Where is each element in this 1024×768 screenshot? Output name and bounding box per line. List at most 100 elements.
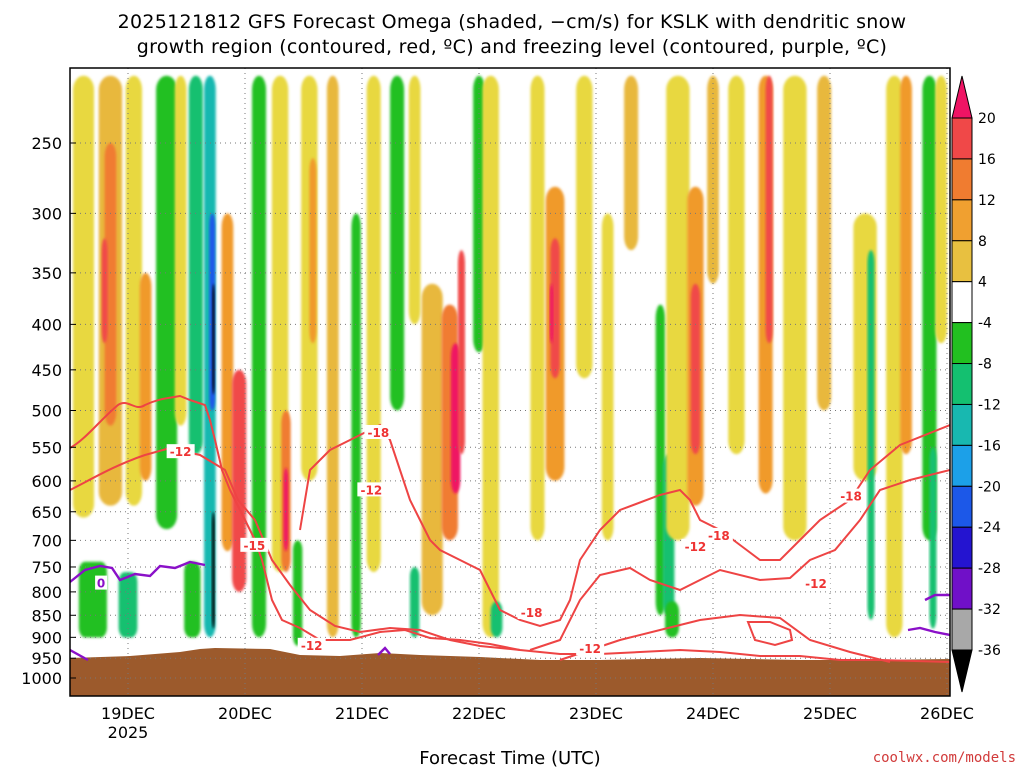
- credit-text: coolwx.com/models: [873, 750, 1016, 766]
- contour-label: -12: [685, 540, 707, 554]
- y-tick-label: 450: [31, 361, 62, 380]
- omega-streak: [886, 75, 903, 638]
- x-tick-label: 26DEC: [920, 704, 974, 723]
- y-tick-label: 350: [31, 264, 62, 283]
- y-tick-label: 500: [31, 402, 62, 421]
- colorbar-tick-label: 4: [978, 275, 987, 291]
- omega-streak: [78, 561, 107, 638]
- contour-label: -18: [521, 606, 543, 620]
- y-tick-label: 300: [31, 204, 62, 223]
- x-tick-label: 23DEC: [569, 704, 623, 723]
- colorbar-band: [951, 567, 973, 610]
- colorbar-bottom-arrow: [951, 649, 973, 693]
- contour-label-bg: [801, 576, 830, 591]
- colorbar-tick-label: -36: [978, 643, 1001, 659]
- colorbar-band: [951, 158, 973, 201]
- contour-label: -12: [579, 642, 601, 656]
- contour-label-bg: [837, 488, 866, 503]
- y-tick-label: 250: [31, 134, 62, 153]
- omega-streak: [665, 601, 680, 638]
- omega-streak: [139, 272, 152, 481]
- contour-label: -12: [301, 639, 323, 653]
- colorbar-band: [951, 363, 973, 405]
- colorbar-tick-label: -16: [978, 438, 1001, 454]
- contour-label-bg: [357, 482, 386, 497]
- x-tick-label: 24DEC: [686, 704, 740, 723]
- omega-streak: [184, 561, 201, 638]
- omega-streak: [232, 369, 247, 592]
- contour-label-bg: [297, 637, 326, 652]
- colorbar-tick-label: -20: [978, 479, 1001, 495]
- y-tick-label: 650: [31, 503, 62, 522]
- contour-label-bg: [95, 575, 108, 590]
- freezing-level-bottom-left: [70, 648, 89, 662]
- contour-label: 0: [97, 577, 105, 591]
- omega-streak: [707, 75, 719, 284]
- colorbar-tick-label: 16: [978, 152, 996, 168]
- freezing-level-upper-right: [924, 593, 950, 602]
- y-tick-label: 800: [31, 583, 62, 602]
- contour-labels: -12-12-18-15-12-18-12-12-18-12-180: [95, 424, 866, 656]
- contour-label-bg: [681, 538, 710, 553]
- omega-streak: [666, 75, 690, 541]
- omega-streak: [473, 75, 485, 353]
- colorbar-tick-label: 8: [978, 234, 987, 250]
- omega-streak: [624, 75, 639, 251]
- omega-streak: [73, 75, 95, 518]
- contour-label: -12: [361, 483, 383, 497]
- x-axis-title: Forecast Time (UTC): [419, 748, 600, 768]
- omega-streak: [929, 447, 937, 629]
- omega-streak: [351, 213, 361, 638]
- y-tick-label: 950: [31, 649, 62, 668]
- contour-minus18-right: [529, 469, 950, 651]
- contour-label: -18: [708, 529, 730, 543]
- x-tick-label: 21DEC: [335, 704, 389, 723]
- contour-label: -15: [244, 539, 266, 553]
- contour-label: -18: [840, 490, 862, 504]
- omega-streak: [421, 283, 443, 616]
- omega-streak: [101, 238, 108, 344]
- grid-lines: [70, 68, 950, 696]
- colorbar-tick-label: -12: [978, 397, 1001, 413]
- omega-streak: [408, 75, 421, 325]
- freezing-level-mid: [377, 646, 391, 656]
- colorbar-tick-label: 20: [978, 111, 996, 127]
- omega-streak: [309, 158, 317, 344]
- x-axis: 19DEC 20DEC 21DEC 22DEC 23DEC 24DEC 25DEC 26DEC: [101, 704, 974, 723]
- colorbar-tick-label: -28: [978, 561, 1001, 577]
- colorbar-band: [951, 444, 973, 487]
- contour-minus12-small-loop: [746, 621, 794, 647]
- x-tick-label: 20DEC: [218, 704, 272, 723]
- contour-label-bg: [576, 641, 605, 656]
- omega-streak: [765, 75, 773, 344]
- omega-streak: [174, 75, 187, 426]
- freezing-level-contours: [70, 560, 950, 662]
- contour-label-bg: [364, 424, 393, 439]
- omega-streak: [457, 250, 465, 455]
- omega-streak: [690, 283, 701, 455]
- y-tick-label: 850: [31, 606, 62, 625]
- omega-streak: [156, 75, 178, 530]
- omega-streak: [867, 250, 875, 620]
- omega-streak: [817, 75, 832, 411]
- omega-streak: [601, 213, 614, 541]
- omega-streak: [783, 75, 807, 541]
- x-tick-label: 25DEC: [803, 704, 857, 723]
- omega-streak: [188, 75, 203, 455]
- omega-shading: [73, 75, 947, 646]
- colorbar-tick-label: -4: [978, 316, 992, 332]
- omega-streak: [576, 75, 593, 379]
- plot-frame: [69, 67, 951, 697]
- omega-streak: [366, 75, 381, 573]
- contour-label-bg: [166, 444, 195, 459]
- contour-label: -12: [805, 577, 827, 591]
- contour-minus12-mid: [299, 423, 950, 628]
- omega-streak: [221, 213, 234, 552]
- colorbar-band: [951, 281, 973, 324]
- y-tick-label: 400: [31, 315, 62, 334]
- colorbar-tick-label: -32: [978, 602, 1001, 618]
- omega-streak: [212, 283, 215, 395]
- omega-streak: [482, 75, 499, 638]
- terrain: [70, 648, 950, 696]
- omega-streak: [326, 75, 339, 638]
